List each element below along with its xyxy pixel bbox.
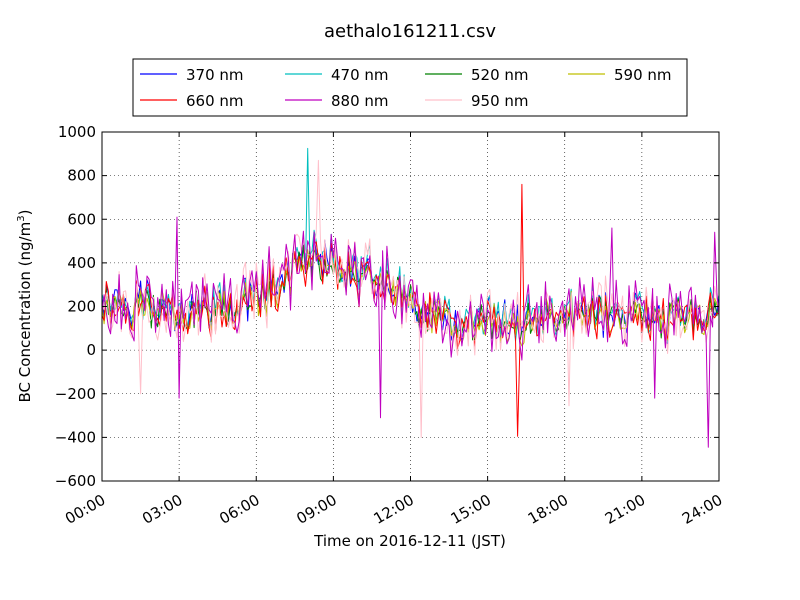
legend-label: 370 nm xyxy=(186,66,244,84)
legend-entry: 660 nm xyxy=(140,92,244,110)
legend-label: 520 nm xyxy=(471,66,529,84)
x-tick-label: 24:00 xyxy=(679,491,725,528)
x-tick-label: 09:00 xyxy=(293,491,339,528)
legend-entry: 470 nm xyxy=(285,66,389,84)
y-tick-label: −400 xyxy=(55,428,96,446)
y-tick-label: 400 xyxy=(67,254,96,272)
y-axis-label-tail: ) xyxy=(16,210,34,216)
x-tick-label: 21:00 xyxy=(602,491,648,528)
legend-frame xyxy=(132,58,688,117)
y-tick-label: −200 xyxy=(55,385,96,403)
legend-label: 470 nm xyxy=(331,66,389,84)
chart-title: aethalo161211.csv xyxy=(324,21,496,42)
legend-label: 590 nm xyxy=(614,66,672,84)
legend-entry: 590 nm xyxy=(568,66,672,84)
y-tick-label: −600 xyxy=(55,472,96,490)
y-tick-label: 1000 xyxy=(58,123,96,141)
legend-entry: 520 nm xyxy=(425,66,529,84)
y-axis-label: BC Concentration (ng/m3) xyxy=(16,210,34,403)
series-line-950-nm xyxy=(101,159,720,438)
legend-entry: 880 nm xyxy=(285,92,389,110)
x-axis-label: Time on 2016-12-11 (JST) xyxy=(313,532,506,550)
x-tick-label: 03:00 xyxy=(139,491,185,528)
x-tick-label: 12:00 xyxy=(371,491,417,528)
x-tick-label: 15:00 xyxy=(448,491,494,528)
y-tick-label: 200 xyxy=(67,298,96,316)
plot-lines xyxy=(101,147,720,448)
y-axis: 1000 800 600 400 200 0 −200 −400 −600 xyxy=(55,123,719,490)
x-tick-label: 06:00 xyxy=(216,491,262,528)
series-line-660-nm xyxy=(101,183,720,437)
series-line-880-nm xyxy=(101,216,720,448)
legend-label: 880 nm xyxy=(331,92,389,110)
legend-entry: 950 nm xyxy=(425,92,529,110)
legend: 370 nm 470 nm 520 nm 590 nm 660 nm 880 nm 950 … xyxy=(132,58,688,117)
legend-entry: 370 nm xyxy=(140,66,244,84)
x-tick-label: 00:00 xyxy=(62,491,108,528)
y-axis-label-superscript: 3 xyxy=(16,215,27,221)
x-tick-label: 18:00 xyxy=(525,491,571,528)
legend-label: 660 nm xyxy=(186,92,244,110)
y-tick-label: 800 xyxy=(67,167,96,185)
y-tick-label: 600 xyxy=(67,210,96,228)
y-tick-label: 0 xyxy=(86,341,96,359)
legend-label: 950 nm xyxy=(471,92,529,110)
